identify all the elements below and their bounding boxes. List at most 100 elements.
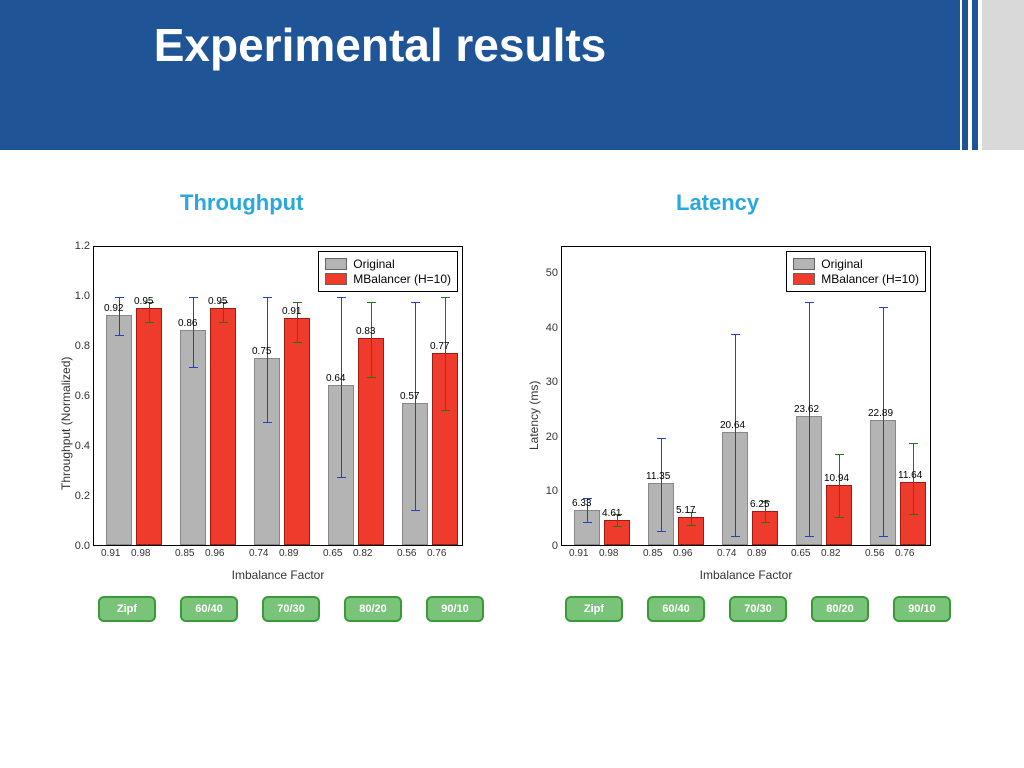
y-tick: 0.6 (56, 390, 90, 402)
x-tick: 0.74 (249, 548, 268, 559)
plot-frame: Original MBalancer (H=10) 0.00.20.40.60.… (93, 246, 463, 546)
error-bar (371, 302, 372, 377)
distribution-pill: 80/20 (811, 596, 869, 622)
error-bar (809, 302, 810, 537)
bar-mbalancer (210, 308, 236, 546)
error-cap (367, 302, 376, 303)
error-cap (909, 514, 918, 515)
y-tick: 0.2 (56, 490, 90, 502)
y-tick: 10 (524, 485, 558, 497)
legend-label-original: Original (353, 257, 394, 271)
error-cap (293, 342, 302, 343)
x-tick: 0.91 (101, 548, 120, 559)
value-label: 10.94 (824, 473, 849, 484)
error-bar (735, 334, 736, 536)
error-cap (263, 297, 272, 298)
x-axis-label: Imbalance Factor (561, 568, 931, 582)
distribution-pill: 70/30 (729, 596, 787, 622)
throughput-chart: Throughput (Normalized) Original MBalanc… (49, 240, 469, 610)
value-label: 22.89 (868, 408, 893, 419)
value-label: 0.86 (178, 318, 197, 329)
value-label: 0.92 (104, 303, 123, 314)
error-bar (839, 454, 840, 517)
error-cap (115, 297, 124, 298)
error-cap (731, 536, 740, 537)
value-label: 0.57 (400, 391, 419, 402)
error-cap (441, 410, 450, 411)
legend: Original MBalancer (H=10) (786, 251, 926, 292)
x-tick: 0.56 (865, 548, 884, 559)
header-side-gray (982, 0, 1024, 150)
distribution-pill: 60/40 (180, 596, 238, 622)
error-bar (445, 297, 446, 410)
distribution-pill: 90/10 (893, 596, 951, 622)
value-label: 0.95 (134, 296, 153, 307)
x-tick: 0.82 (353, 548, 372, 559)
value-label: 6.25 (750, 499, 769, 510)
bar-mbalancer (136, 308, 162, 546)
legend-swatch-original (325, 258, 347, 270)
latency-chart: Latency (ms) Original MBalancer (H=10) 0… (517, 240, 937, 610)
value-label: 20.64 (720, 420, 745, 431)
distribution-pill: Zipf (98, 596, 156, 622)
y-tick: 30 (524, 376, 558, 388)
legend-swatch-mbalancer (793, 273, 815, 285)
x-tick: 0.89 (747, 548, 766, 559)
x-tick: 0.85 (643, 548, 662, 559)
page-title: Experimental results (0, 18, 760, 72)
y-tick: 0.8 (56, 340, 90, 352)
value-label: 11.64 (898, 470, 922, 481)
x-tick: 0.76 (895, 548, 914, 559)
error-cap (189, 367, 198, 368)
value-label: 0.64 (326, 373, 345, 384)
legend: Original MBalancer (H=10) (318, 251, 458, 292)
chart-title-latency: Latency (676, 190, 759, 216)
error-cap (115, 335, 124, 336)
x-tick: 0.65 (791, 548, 810, 559)
error-cap (583, 522, 592, 523)
error-cap (879, 307, 888, 308)
error-bar (267, 297, 268, 422)
error-cap (145, 322, 154, 323)
error-cap (219, 322, 228, 323)
error-cap (189, 297, 198, 298)
error-cap (613, 526, 622, 527)
y-tick: 1.0 (56, 290, 90, 302)
error-cap (293, 302, 302, 303)
value-label: 0.75 (252, 346, 271, 357)
bar-mbalancer (284, 318, 310, 546)
legend-label-mbalancer: MBalancer (H=10) (821, 272, 919, 286)
x-tick: 0.96 (673, 548, 692, 559)
error-bar (415, 302, 416, 510)
x-tick: 0.91 (569, 548, 588, 559)
error-cap (805, 536, 814, 537)
chart-title-throughput: Throughput (180, 190, 303, 216)
distribution-pill: 70/30 (262, 596, 320, 622)
header-stripe (972, 0, 978, 150)
y-tick: 0.4 (56, 440, 90, 452)
value-label: 4.61 (602, 508, 621, 519)
distribution-pill: 90/10 (426, 596, 484, 622)
error-cap (367, 377, 376, 378)
legend-label-mbalancer: MBalancer (H=10) (353, 272, 451, 286)
x-tick: 0.89 (279, 548, 298, 559)
value-label: 0.91 (282, 306, 301, 317)
error-cap (657, 438, 666, 439)
error-cap (835, 454, 844, 455)
error-cap (263, 422, 272, 423)
error-cap (337, 297, 346, 298)
error-bar (883, 307, 884, 536)
pill-row-latency: Zipf60/4070/3080/2090/10 (565, 596, 951, 622)
bar-original (106, 315, 132, 545)
error-bar (661, 438, 662, 531)
x-axis-label: Imbalance Factor (93, 568, 463, 582)
value-label: 0.77 (430, 341, 449, 352)
legend-swatch-original (793, 258, 815, 270)
x-tick: 0.74 (717, 548, 736, 559)
pill-row-throughput: Zipf 60/40 70/30 80/20 90/10 (98, 596, 484, 622)
error-cap (411, 510, 420, 511)
error-cap (761, 522, 770, 523)
x-tick: 0.98 (599, 548, 618, 559)
distribution-pill: 80/20 (344, 596, 402, 622)
error-cap (879, 536, 888, 537)
